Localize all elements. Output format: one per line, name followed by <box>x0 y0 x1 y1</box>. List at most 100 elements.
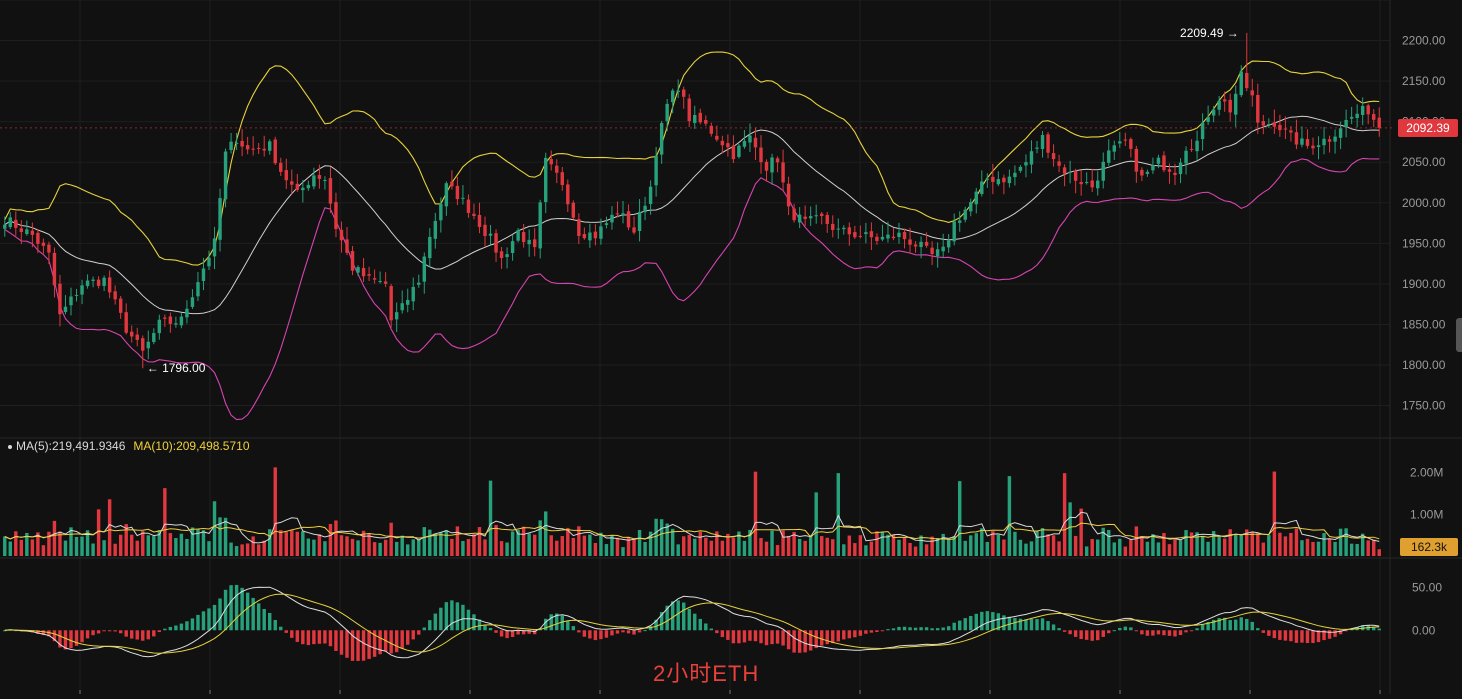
candle-body <box>130 331 134 337</box>
candle-body <box>1079 182 1083 185</box>
volume-bar <box>510 531 515 556</box>
candle-body <box>704 120 708 124</box>
volume-bar <box>1272 471 1277 556</box>
volume-bar <box>974 533 978 556</box>
macd-histogram-bar <box>759 630 763 644</box>
macd-histogram-bar <box>969 615 973 631</box>
volume-bar <box>621 547 625 556</box>
macd-histogram-bar <box>808 630 813 651</box>
volume-bar <box>168 533 173 556</box>
bollinger-upper-line <box>4 51 1380 266</box>
candle-body <box>1151 165 1155 171</box>
macd-histogram-bar <box>477 619 482 631</box>
volume-bar <box>466 539 471 556</box>
volume-bar <box>328 524 333 556</box>
volume-bar <box>924 544 929 556</box>
candle-body <box>1145 171 1150 174</box>
candle-body <box>820 213 824 216</box>
candle-body <box>472 213 476 217</box>
macd-histogram-bar <box>317 630 322 644</box>
candle-body <box>488 233 493 236</box>
candle-body <box>1239 71 1243 96</box>
candle-body <box>654 155 658 186</box>
macd-histogram-bar <box>157 630 162 633</box>
volume-bar <box>279 530 283 556</box>
candle-body <box>880 236 885 240</box>
candle-body <box>748 135 752 143</box>
high-price-annotation: 2209.49 → <box>1180 26 1239 40</box>
macd-histogram-bar <box>1018 618 1023 631</box>
volume-bar <box>1007 476 1012 556</box>
candle-body <box>168 316 173 324</box>
macd-histogram-bar <box>146 630 150 640</box>
macd-histogram-bar <box>1112 630 1116 632</box>
volume-bar <box>1278 532 1282 556</box>
candle-body <box>637 211 642 232</box>
macd-histogram-bar <box>505 630 509 639</box>
candle-body <box>63 306 68 312</box>
candle-body <box>69 296 73 306</box>
candle-body <box>886 234 890 239</box>
candle-body <box>836 228 840 230</box>
macd-histogram-bar <box>886 629 890 631</box>
volume-bar <box>1206 541 1210 556</box>
candle-body <box>935 249 940 257</box>
candle-body <box>1090 180 1094 188</box>
candle-body <box>1057 161 1061 166</box>
candle-body <box>218 198 222 240</box>
price-axis-label: 2050.00 <box>1402 155 1446 169</box>
macd-histogram-bar <box>715 630 719 634</box>
candle-body <box>1349 116 1354 119</box>
macd-histogram-bar <box>47 630 51 637</box>
volume-bar <box>141 531 145 556</box>
macd-axis-label: 50.00 <box>1412 581 1442 595</box>
candle-body <box>731 145 736 160</box>
macd-histogram-bar <box>1250 621 1254 631</box>
macd-histogram-bar <box>240 587 244 631</box>
volume-bar <box>1311 541 1315 556</box>
candle-body <box>163 317 167 319</box>
candle-body <box>290 181 294 185</box>
macd-histogram-bar <box>532 630 537 635</box>
volume-bar <box>958 481 962 556</box>
macd-histogram-bar <box>814 630 818 649</box>
candle-body <box>406 299 410 305</box>
macd-histogram-bar <box>637 630 642 633</box>
candle-body <box>1311 145 1315 149</box>
volume-bar <box>1040 528 1045 556</box>
candle-body <box>566 184 570 205</box>
macd-histogram-bar <box>350 630 355 661</box>
price-axis-label: 2000.00 <box>1402 196 1446 210</box>
candle-body <box>466 199 471 213</box>
macd-histogram-bar <box>1377 628 1381 631</box>
macd-histogram-bar <box>428 620 432 631</box>
macd-histogram-bar <box>1283 630 1288 641</box>
macd-histogram-bar <box>185 621 189 631</box>
candle-body <box>477 214 482 227</box>
volume-bar <box>1024 543 1028 556</box>
candle-body <box>1068 171 1072 173</box>
candle-body <box>1096 180 1100 189</box>
volume-bar <box>1046 534 1050 556</box>
candle-body <box>1300 138 1304 145</box>
candle-body <box>1355 113 1359 118</box>
volume-bar <box>946 539 951 556</box>
candle-body <box>245 145 250 150</box>
collapse-panel-handle[interactable] <box>1456 318 1462 352</box>
candle-body <box>985 178 990 180</box>
volume-bar <box>880 531 885 556</box>
volume-bar <box>157 530 162 556</box>
volume-bar <box>422 527 426 556</box>
candle-body <box>1173 172 1177 176</box>
candle-body <box>417 282 421 285</box>
volume-bar <box>886 534 890 556</box>
volume-bar <box>185 538 189 556</box>
macd-histogram-bar <box>417 630 421 635</box>
volume-bar <box>637 529 642 556</box>
macd-histogram-bar <box>566 620 570 631</box>
macd-histogram-bar <box>229 585 233 631</box>
macd-histogram-bar <box>494 630 498 633</box>
macd-histogram-bar <box>1289 630 1293 642</box>
